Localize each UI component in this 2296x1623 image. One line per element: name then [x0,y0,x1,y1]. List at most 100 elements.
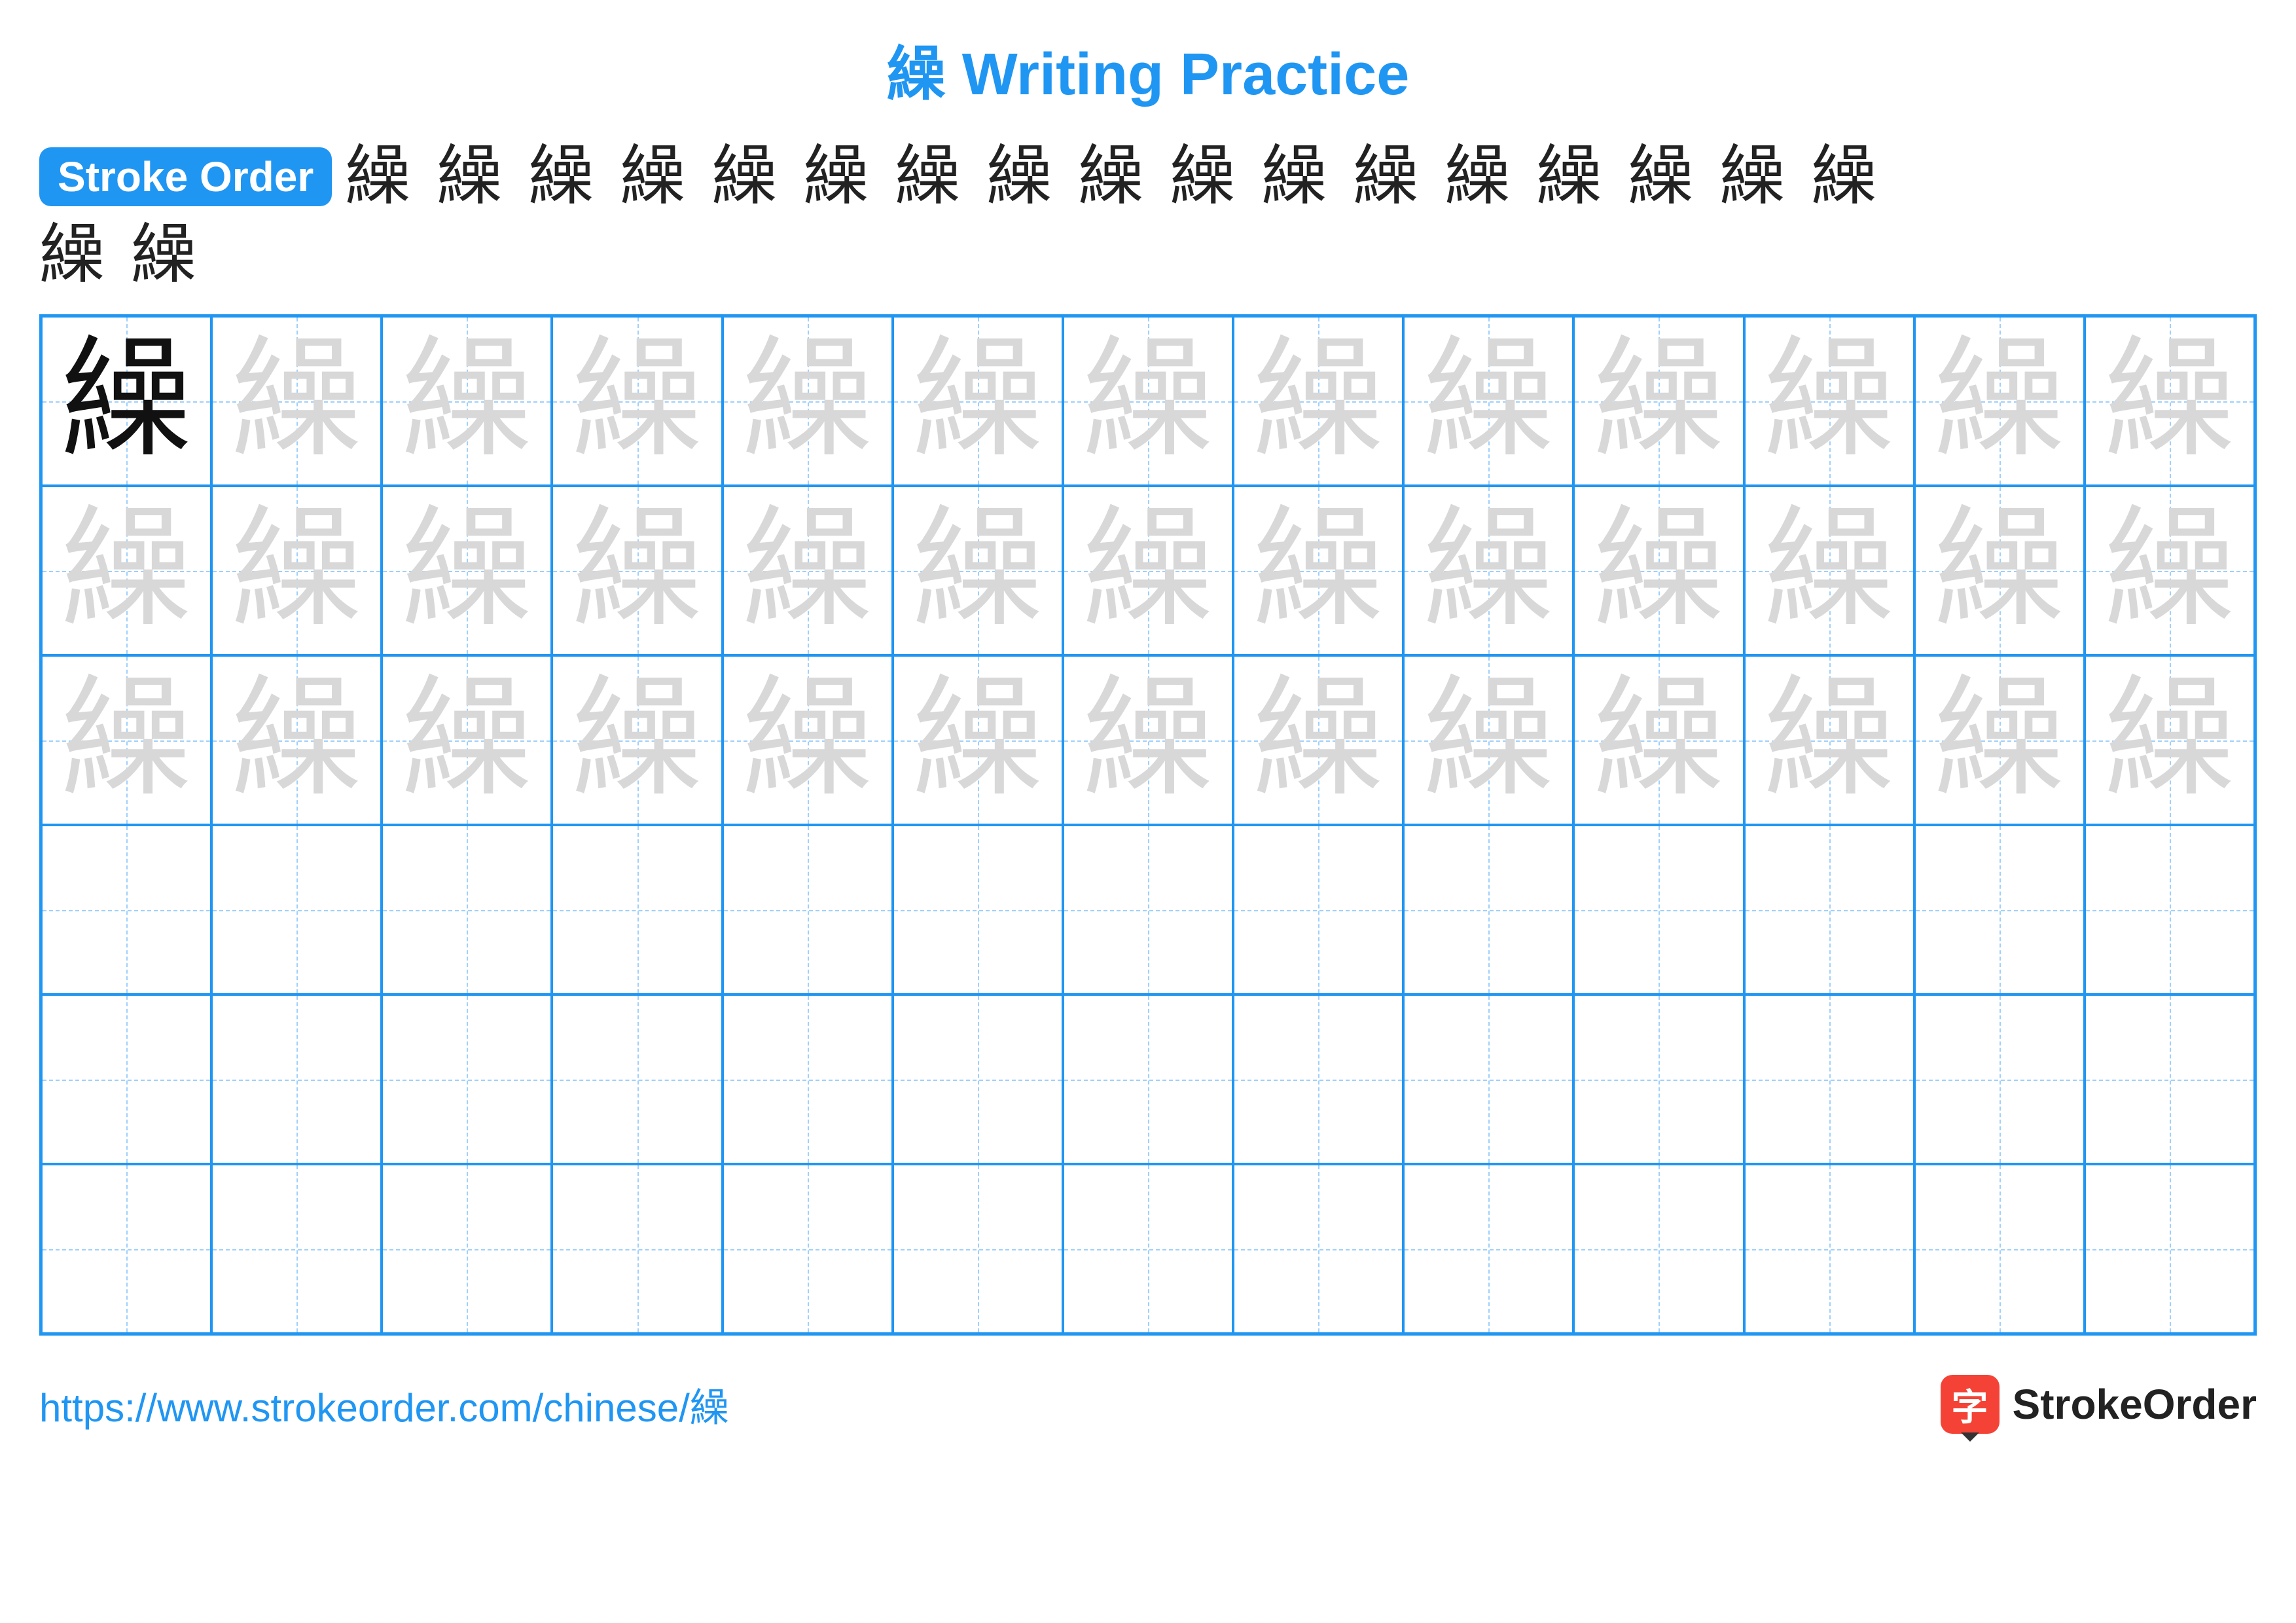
model-character: 繰 [61,336,192,467]
stroke-step: 繰 [1536,144,1602,210]
stroke-step: 繰 [620,144,685,210]
grid-cell: 繰 [382,486,552,655]
trace-character: 繰 [742,336,873,467]
grid-cell: 繰 [2085,316,2255,486]
grid-cell: 繰 [1573,486,1744,655]
grid-cell: 繰 [41,316,211,486]
grid-cell [1063,994,1233,1164]
grid-cell: 繰 [1233,316,1403,486]
trace-character: 繰 [742,505,873,636]
trace-character: 繰 [61,505,192,636]
grid-cell [1233,1164,1403,1334]
grid-cell: 繰 [41,486,211,655]
stroke-step: 繰 [39,223,105,288]
trace-character: 繰 [1423,336,1554,467]
grid-cell [1063,825,1233,994]
trace-character: 繰 [572,675,703,806]
trace-character: 繰 [1253,336,1384,467]
grid-cell [1744,1164,1914,1334]
stroke-step: 繰 [528,144,594,210]
grid-cell: 繰 [1573,316,1744,486]
grid-cell [893,1164,1063,1334]
grid-cell: 繰 [893,655,1063,825]
grid-cell [1573,994,1744,1164]
trace-character: 繰 [1934,675,2065,806]
trace-character: 繰 [1253,675,1384,806]
trace-character: 繰 [742,675,873,806]
grid-cell [723,994,893,1164]
trace-character: 繰 [231,675,362,806]
brand-text: StrokeOrder [2013,1380,2257,1429]
trace-character: 繰 [1253,505,1384,636]
grid-cell [893,994,1063,1164]
grid-cell: 繰 [1744,486,1914,655]
grid-cell [1744,994,1914,1164]
grid-cell [211,1164,382,1334]
grid-cell: 繰 [1744,655,1914,825]
grid-cell: 繰 [1233,486,1403,655]
grid-cell [1914,994,2085,1164]
page-title: 繰 Writing Practice [39,26,2257,111]
trace-character: 繰 [401,675,532,806]
stroke-row-1: Stroke Order 繰繰繰繰繰繰繰繰繰繰繰繰繰繰繰繰繰 [39,144,2257,210]
grid-cell [1403,825,1573,994]
trace-character: 繰 [1764,675,1895,806]
grid-cell [1744,825,1914,994]
trace-character: 繰 [401,505,532,636]
trace-character: 繰 [1083,336,1213,467]
trace-character: 繰 [1764,505,1895,636]
grid-cell: 繰 [1063,316,1233,486]
stroke-step: 繰 [1078,144,1143,210]
grid-cell [2085,1164,2255,1334]
grid-cell [41,1164,211,1334]
grid-cell [1063,1164,1233,1334]
grid-cell: 繰 [1403,486,1573,655]
grid-cell [1914,825,2085,994]
grid-cell: 繰 [723,316,893,486]
grid-cell: 繰 [2085,655,2255,825]
stroke-order-section: Stroke Order 繰繰繰繰繰繰繰繰繰繰繰繰繰繰繰繰繰 繰繰 [39,144,2257,288]
grid-cell: 繰 [1914,486,2085,655]
grid-cell [382,825,552,994]
grid-cell: 繰 [723,486,893,655]
grid-cell: 繰 [1744,316,1914,486]
stroke-step: 繰 [1628,144,1693,210]
trace-character: 繰 [231,505,362,636]
stroke-chars-row2: 繰繰 [39,223,196,288]
trace-character: 繰 [912,675,1043,806]
grid-cell: 繰 [1573,655,1744,825]
grid-cell [552,825,722,994]
grid-cell [211,994,382,1164]
grid-cell: 繰 [552,655,722,825]
trace-character: 繰 [401,336,532,467]
grid-cell [41,825,211,994]
grid-cell: 繰 [41,655,211,825]
grid-cell [723,1164,893,1334]
grid-cell: 繰 [382,655,552,825]
grid-cell [723,825,893,994]
stroke-step: 繰 [986,144,1052,210]
grid-cell: 繰 [1914,655,2085,825]
trace-character: 繰 [2104,675,2235,806]
stroke-step: 繰 [711,144,777,210]
stroke-chars-row1: 繰繰繰繰繰繰繰繰繰繰繰繰繰繰繰繰繰 [345,144,1876,210]
practice-grid: 繰繰繰繰繰繰繰繰繰繰繰繰繰繰繰繰繰繰繰繰繰繰繰繰繰繰繰繰繰繰繰繰繰繰繰繰繰繰繰 [39,314,2257,1336]
trace-character: 繰 [1423,505,1554,636]
grid-cell: 繰 [1403,316,1573,486]
stroke-step: 繰 [437,144,502,210]
footer: https://www.strokeorder.com/chinese/繰 字 … [39,1375,2257,1434]
grid-cell [1403,994,1573,1164]
grid-cell: 繰 [1914,316,2085,486]
source-url-link[interactable]: https://www.strokeorder.com/chinese/繰 [39,1376,729,1433]
grid-cell: 繰 [211,655,382,825]
grid-cell: 繰 [1403,655,1573,825]
trace-character: 繰 [912,505,1043,636]
grid-cell [382,1164,552,1334]
grid-cell: 繰 [552,316,722,486]
trace-character: 繰 [2104,505,2235,636]
trace-character: 繰 [231,336,362,467]
grid-cell: 繰 [723,655,893,825]
grid-cell: 繰 [893,316,1063,486]
grid-cell [2085,825,2255,994]
grid-cell [1914,1164,2085,1334]
